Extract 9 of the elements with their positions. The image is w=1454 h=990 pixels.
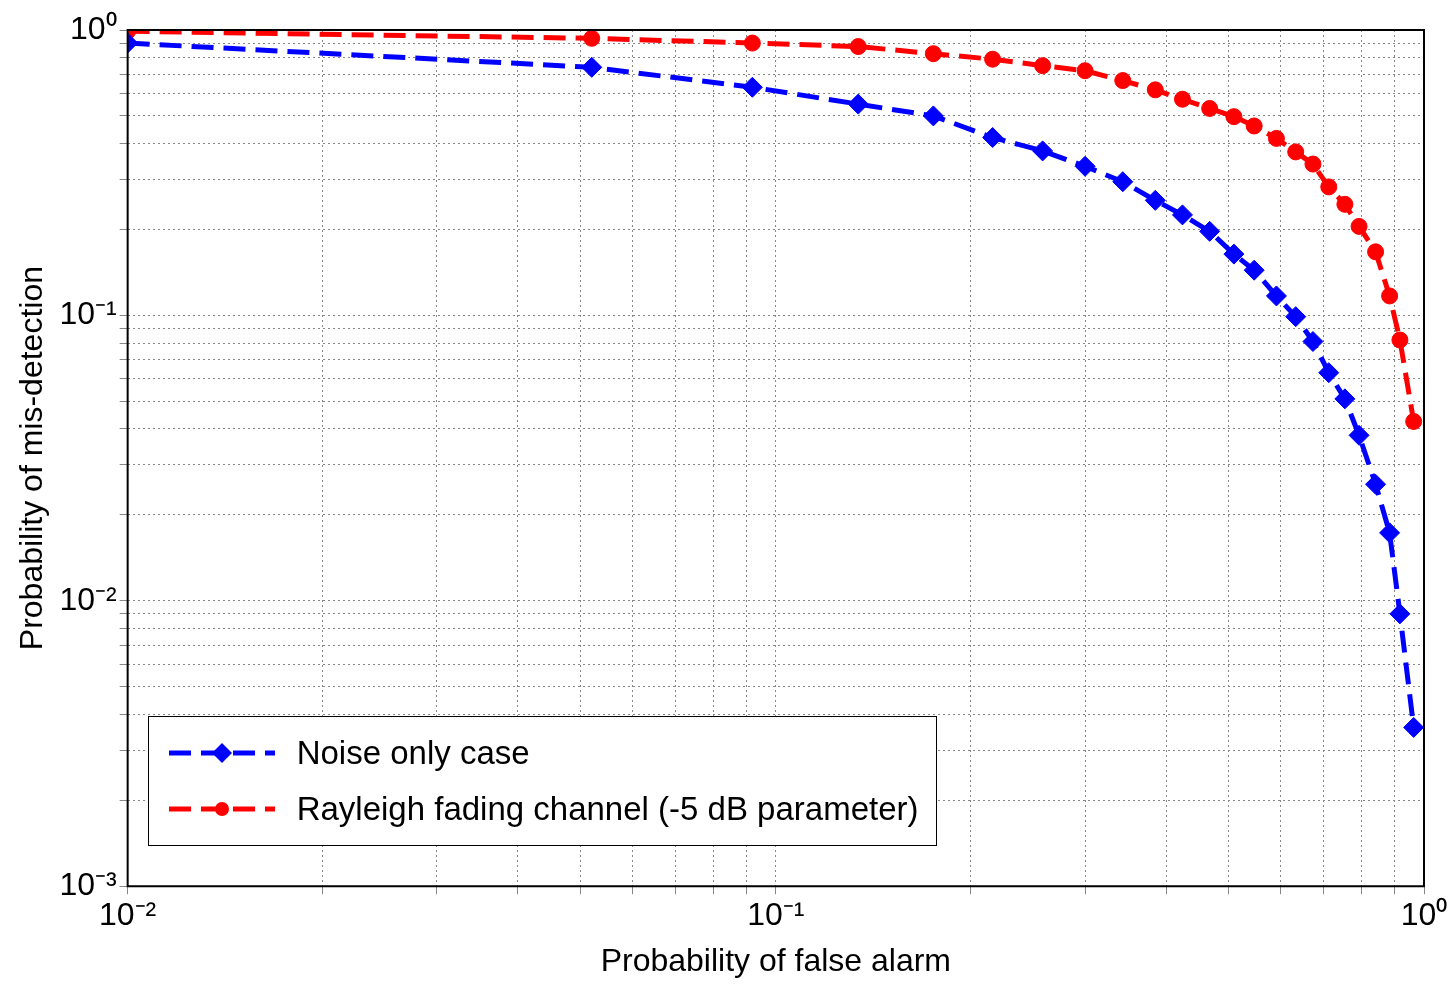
legend-label: Noise only case <box>296 734 530 773</box>
x-tick-label: 10⁻¹ <box>747 896 805 933</box>
y-tick-label: 10⁻¹ <box>59 295 117 332</box>
legend-label: Rayleigh fading channel (-5 dB parameter) <box>296 790 919 829</box>
y-axis-title: Probability of mis-detection <box>13 266 50 651</box>
y-tick-label: 10⁻² <box>59 580 117 617</box>
y-tick-label: 10⁰ <box>70 9 117 46</box>
x-tick-label: 10⁰ <box>1400 896 1448 933</box>
x-axis-title: Probability of false alarm <box>600 941 952 978</box>
